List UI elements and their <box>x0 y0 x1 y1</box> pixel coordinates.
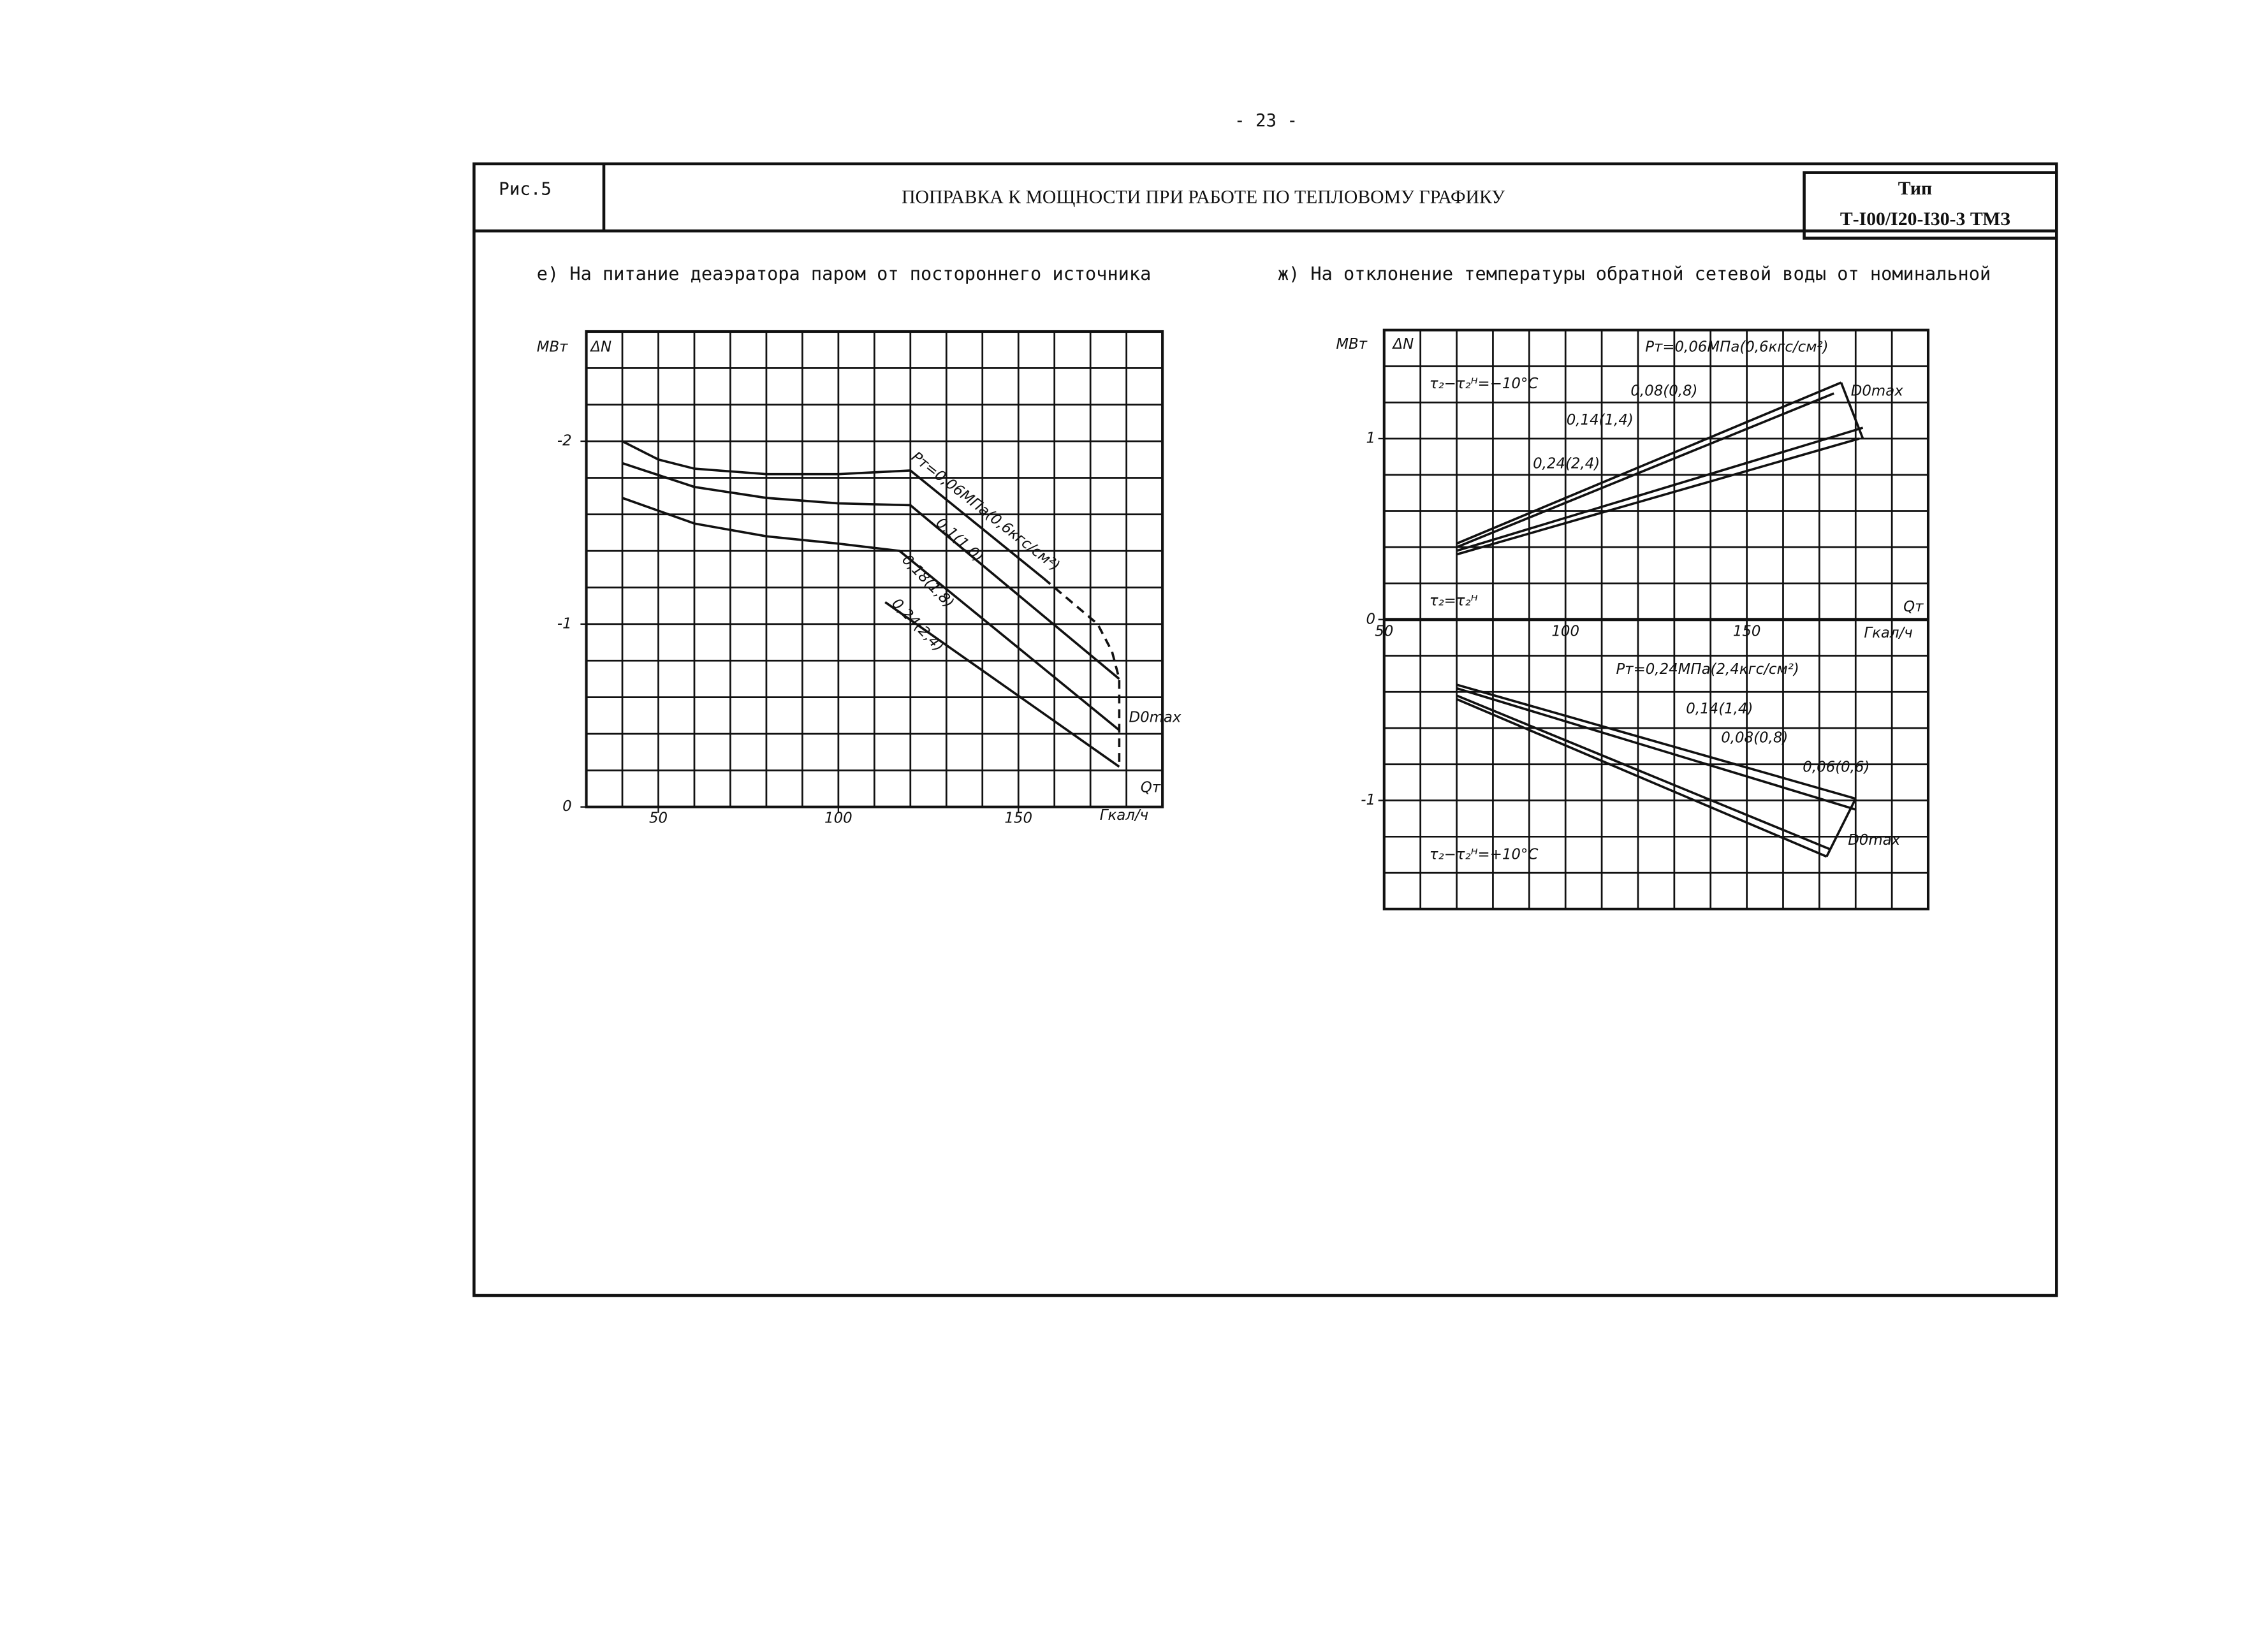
curve <box>1456 427 1864 552</box>
curve-label: D0max <box>1848 832 1900 849</box>
curve-label: 0,08(0,8) <box>1721 730 1788 747</box>
x-tick-label: 150 <box>1004 810 1032 827</box>
x-label: Qт <box>1903 599 1924 615</box>
x-unit: Гкал/ч <box>1100 807 1148 824</box>
curve <box>1456 694 1831 850</box>
curve <box>1456 697 1827 858</box>
curve-label: Pт=0,06МПа(0,6кгс/см²) <box>908 449 1062 574</box>
curve <box>1456 381 1842 545</box>
curve <box>1825 798 1857 857</box>
x-unit: Гкал/ч <box>1864 625 1912 641</box>
x-tick-label: 100 <box>824 810 852 827</box>
y-tick-label: -1 <box>557 615 572 632</box>
y-tick-label: 0 <box>562 798 572 815</box>
y-label: ΔN <box>589 339 611 356</box>
header-title: ПОПРАВКА К МОЩНОСТИ ПРИ РАБОТЕ ПО ТЕПЛОВ… <box>902 187 1505 208</box>
curve <box>1456 437 1860 556</box>
type-value: Т-I00/I20-I30-3 ТМЗ <box>1840 209 2010 230</box>
curve <box>1840 382 1864 439</box>
chart-title: ж) На отклонение температуры обратной се… <box>1278 263 1991 284</box>
y-unit: МВт <box>537 339 568 356</box>
curve <box>622 497 1120 731</box>
curve-label: 0,06(0,6) <box>1803 759 1869 775</box>
y-tick-label: 1 <box>1366 430 1376 446</box>
y-tick-label: 0 <box>1366 611 1376 627</box>
chart-title: е) На питание деаэратора паром от постор… <box>537 263 1152 284</box>
curve-label: D0max <box>1129 710 1181 726</box>
annotation: τ₂=τ₂ᴴ <box>1430 593 1478 609</box>
x-tick-label: 50 <box>649 810 668 827</box>
figure-number: Рис.5 <box>499 180 552 200</box>
curve-label: 0,14(1,4) <box>1567 412 1634 428</box>
curve-label: 0,24(2,4) <box>1533 456 1600 472</box>
annotation: τ₂−τ₂ᴴ=−10°C <box>1430 376 1539 392</box>
x-tick-label: 150 <box>1733 624 1761 640</box>
type-label: Тип <box>1898 179 1932 199</box>
x-label: Qт <box>1141 779 1161 796</box>
y-label: ΔN <box>1392 336 1414 353</box>
annotation: τ₂−τ₂ᴴ=+10°C <box>1430 847 1539 863</box>
curve <box>1456 687 1856 811</box>
curve-label: 0,08(0,8) <box>1630 383 1697 399</box>
y-unit: МВт <box>1336 336 1367 353</box>
x-tick-label: 100 <box>1551 624 1579 640</box>
curve-label: D0max <box>1851 383 1903 399</box>
curve <box>1043 577 1121 767</box>
curve <box>1456 683 1856 800</box>
curve <box>1456 392 1834 548</box>
y-tick-label: -1 <box>1361 792 1375 808</box>
page-number: - 23 - <box>1234 111 1298 131</box>
curve-label: Pт=0,06МПа(0,6кгс/см²) <box>1645 339 1828 356</box>
curve-label: Pт=0,24МПа(2,4кгс/см²) <box>1616 661 1799 678</box>
type-box <box>1803 171 2058 240</box>
curve <box>884 601 1120 768</box>
plot-frame <box>585 330 1164 808</box>
curve <box>622 440 1044 580</box>
curve-label: 0,14(1,4) <box>1686 701 1753 717</box>
curve <box>622 462 1120 680</box>
curve-label: 0,1(1,0) <box>932 514 986 565</box>
x-tick-label: 50 <box>1375 624 1393 640</box>
y-tick-label: -2 <box>557 433 572 449</box>
frame <box>472 162 2058 1297</box>
